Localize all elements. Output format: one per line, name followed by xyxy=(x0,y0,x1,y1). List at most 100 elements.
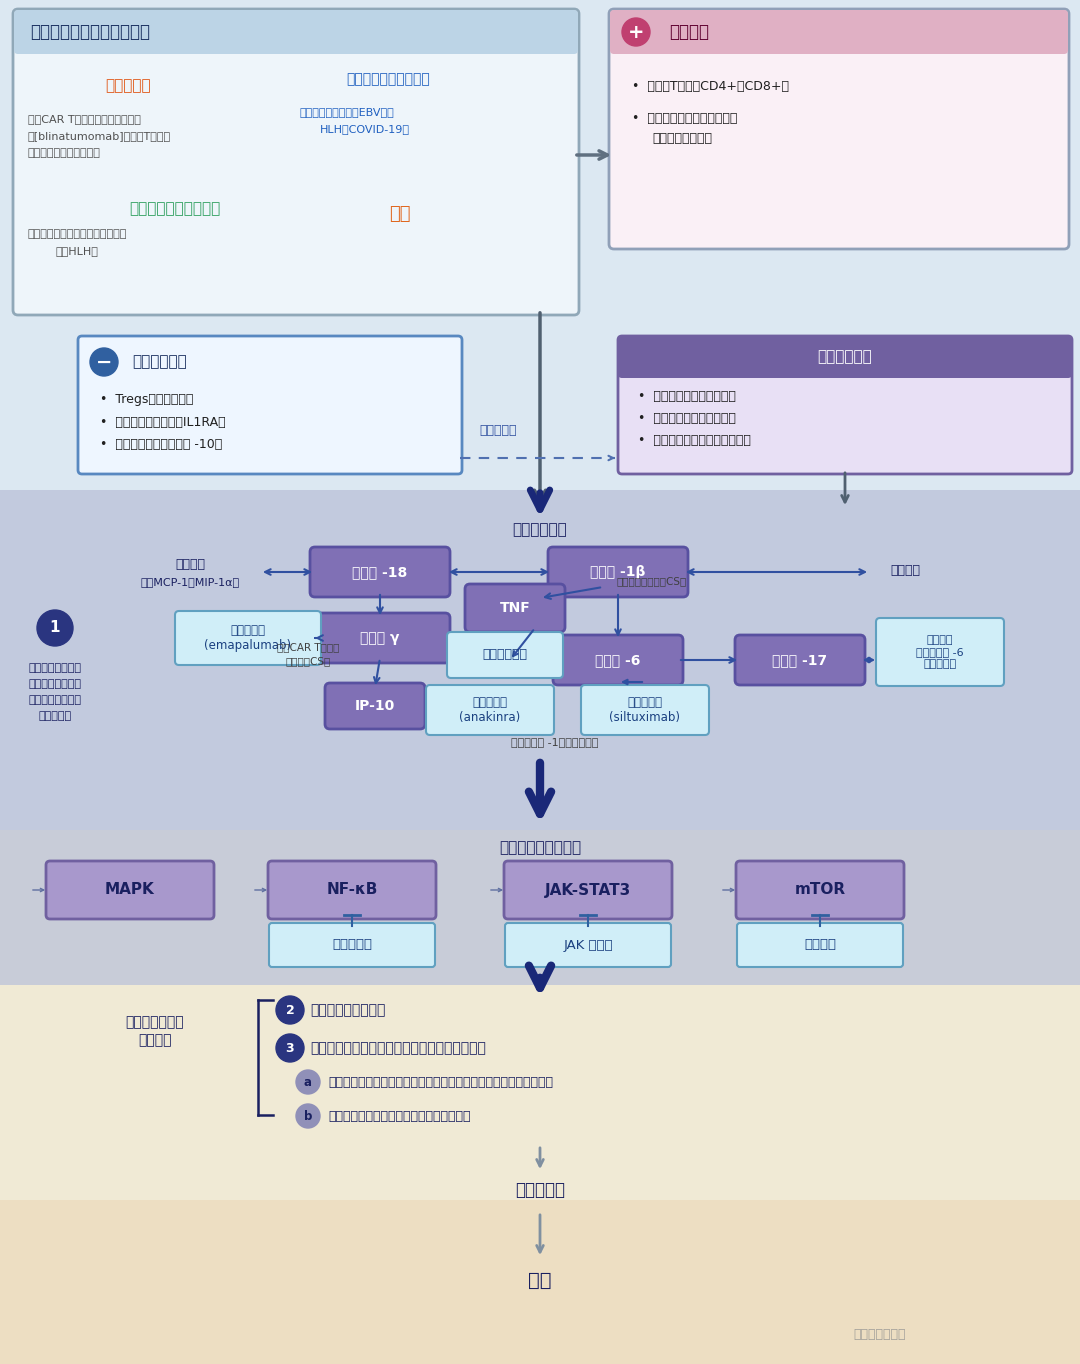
Text: 急性全身性炎症效应: 急性全身性炎症效应 xyxy=(310,1003,386,1018)
FancyBboxPatch shape xyxy=(325,683,426,728)
FancyBboxPatch shape xyxy=(618,336,1072,378)
Text: 死亡: 死亡 xyxy=(528,1270,552,1289)
FancyBboxPatch shape xyxy=(735,636,865,685)
Text: 抗[blinatumomab]、其他T细胞结: 抗[blinatumomab]、其他T细胞结 xyxy=(28,131,171,140)
FancyBboxPatch shape xyxy=(735,861,904,919)
Circle shape xyxy=(37,610,73,647)
Text: 托珠单抗
（抗白介素 -6
受体抗体）: 托珠单抗 （抗白介素 -6 受体抗体） xyxy=(916,636,963,668)
Text: 补体激活: 补体激活 xyxy=(890,563,920,577)
Text: 继发性器官功能障碍（如肝、肾、肺功能障碍）: 继发性器官功能障碍（如肝、肾、肺功能障碍） xyxy=(310,1041,486,1054)
Text: −: − xyxy=(96,352,112,371)
Text: 细胞因子驱动的功能障碍（如果无病原体）: 细胞因子驱动的功能障碍（如果无病原体） xyxy=(328,1109,471,1123)
Text: 单基因病和自身免疫病: 单基因病和自身免疫病 xyxy=(130,202,220,217)
Text: 合免疫疗法、基因疗法）: 合免疫疗法、基因疗法） xyxy=(28,149,100,158)
Text: 胞因子水平过高的: 胞因子水平过高的 xyxy=(28,679,81,689)
Text: +: + xyxy=(627,22,645,41)
Text: 附带损伤: 附带损伤 xyxy=(138,1033,172,1048)
Text: •  不适当的触发或危险感知: • 不适当的触发或危险感知 xyxy=(638,390,735,404)
Text: （抗白介素 -1受体拮抗剂）: （抗白介素 -1受体拮抗剂） xyxy=(511,737,598,747)
Text: mTOR: mTOR xyxy=(795,883,846,898)
Text: •  Tregs、间质干细胞: • Tregs、间质干细胞 xyxy=(100,393,193,406)
Text: IP-10: IP-10 xyxy=(355,698,395,713)
Text: （如CAR T细胞疗: （如CAR T细胞疗 xyxy=(276,642,339,652)
Circle shape xyxy=(622,18,650,46)
Text: 负调节不足: 负调节不足 xyxy=(480,423,516,436)
Text: 病原体诱发的触发因素: 病原体诱发的触发因素 xyxy=(346,72,430,86)
Text: （如细菌性脓毒症、EBV相关: （如细菌性脓毒症、EBV相关 xyxy=(300,106,395,117)
FancyBboxPatch shape xyxy=(447,632,563,678)
Text: 白介素 -18: 白介素 -18 xyxy=(352,565,407,578)
Text: 发性HLH）: 发性HLH） xyxy=(56,246,99,256)
FancyBboxPatch shape xyxy=(876,618,1004,686)
Text: MAPK: MAPK xyxy=(105,883,154,898)
Text: （如自身炎症性疾病、原发性或继: （如自身炎症性疾病、原发性或继 xyxy=(28,229,127,239)
Bar xyxy=(0,490,1080,831)
Text: 3: 3 xyxy=(286,1042,295,1054)
FancyBboxPatch shape xyxy=(78,336,462,475)
Text: （如MCP-1、MIP-1α）: （如MCP-1、MIP-1α） xyxy=(140,577,240,587)
Text: 趋化因子: 趋化因子 xyxy=(175,558,205,572)
FancyBboxPatch shape xyxy=(548,547,688,597)
FancyBboxPatch shape xyxy=(581,685,708,735)
FancyBboxPatch shape xyxy=(505,923,671,967)
Text: 司妥昔单抗
(siltuximab): 司妥昔单抗 (siltuximab) xyxy=(609,696,680,724)
Text: •  先天抗原呈递细胞（巨噬细: • 先天抗原呈递细胞（巨噬细 xyxy=(632,112,738,124)
Circle shape xyxy=(276,996,303,1024)
Bar xyxy=(0,831,1080,985)
FancyBboxPatch shape xyxy=(310,612,450,663)
Text: 胞因子生成: 胞因子生成 xyxy=(39,711,71,722)
Text: 白介素 -1β: 白介素 -1β xyxy=(591,565,646,578)
Text: （如膜毒症诱发的CS）: （如膜毒症诱发的CS） xyxy=(617,576,687,587)
FancyBboxPatch shape xyxy=(504,861,672,919)
FancyBboxPatch shape xyxy=(737,923,903,967)
Text: 阿那白滞素
(anakinra): 阿那白滞素 (anakinra) xyxy=(459,696,521,724)
Text: HLH、COVID-19）: HLH、COVID-19） xyxy=(320,124,410,134)
Text: 西罗莫司: 西罗莫司 xyxy=(804,938,836,952)
FancyBboxPatch shape xyxy=(14,10,578,55)
Text: •  不适当或无效的应答幅度: • 不适当或无效的应答幅度 xyxy=(638,412,735,426)
Text: •  未能消除炎症，未能恢复稳态: • 未能消除炎症，未能恢复稳态 xyxy=(638,435,751,447)
Text: 负性调节因子: 负性调节因子 xyxy=(132,355,187,370)
FancyBboxPatch shape xyxy=(465,584,565,632)
Text: 干扰素 γ: 干扰素 γ xyxy=(361,632,400,645)
Text: JAK 抑制剂: JAK 抑制剂 xyxy=(563,938,612,952)
Text: 英夫利西单抗: 英夫利西单抗 xyxy=(483,648,527,662)
Text: （如CAR T细胞疗法、倍林妥莫双: （如CAR T细胞疗法、倍林妥莫双 xyxy=(28,115,140,124)
FancyBboxPatch shape xyxy=(310,547,450,597)
Bar xyxy=(0,0,1080,490)
Text: 胞、树突状细胞）: 胞、树突状细胞） xyxy=(652,131,712,145)
Text: b: b xyxy=(303,1109,312,1123)
Text: 导致循环系统内细: 导致循环系统内细 xyxy=(28,663,81,672)
Text: 细胞因子风暴: 细胞因子风暴 xyxy=(513,522,567,537)
FancyBboxPatch shape xyxy=(610,10,1068,55)
Text: a: a xyxy=(303,1075,312,1088)
Text: 保姆先生在南非: 保姆先生在南非 xyxy=(854,1329,906,1342)
Text: 依帕伐单抗
(emapalumab): 依帕伐单抗 (emapalumab) xyxy=(204,623,292,652)
Text: 白介素 -17: 白介素 -17 xyxy=(772,653,827,667)
FancyBboxPatch shape xyxy=(175,611,321,666)
Text: 2: 2 xyxy=(285,1004,295,1016)
Circle shape xyxy=(296,1103,320,1128)
FancyBboxPatch shape xyxy=(46,861,214,919)
Circle shape xyxy=(296,1069,320,1094)
FancyBboxPatch shape xyxy=(618,336,1072,475)
Text: 超出对病原体正常应答水平的炎症导致的功能障碍（如果有病原体）: 超出对病原体正常应答水平的炎症导致的功能障碍（如果有病原体） xyxy=(328,1075,553,1088)
Text: 多器官衰竭: 多器官衰竭 xyxy=(515,1181,565,1199)
FancyBboxPatch shape xyxy=(426,685,554,735)
Text: TNF: TNF xyxy=(500,602,530,615)
Text: 病理性、持续性细: 病理性、持续性细 xyxy=(28,696,81,705)
Circle shape xyxy=(90,348,118,376)
Text: 信号通路长时间激活: 信号通路长时间激活 xyxy=(499,840,581,855)
Circle shape xyxy=(276,1034,303,1063)
Text: 驱动细胞: 驱动细胞 xyxy=(669,23,708,41)
Bar xyxy=(0,1200,1080,1364)
Text: 癌症: 癌症 xyxy=(389,205,410,222)
Text: •  抗炎细胞因子（白介素 -10）: • 抗炎细胞因子（白介素 -10） xyxy=(100,438,222,450)
Text: 白介素 -6: 白介素 -6 xyxy=(595,653,640,667)
FancyBboxPatch shape xyxy=(13,10,579,315)
Bar xyxy=(0,985,1080,1364)
Text: 1: 1 xyxy=(50,621,60,636)
Text: 法诱发的CS）: 法诱发的CS） xyxy=(285,656,330,666)
FancyBboxPatch shape xyxy=(609,10,1069,250)
Text: 免疫过度活化: 免疫过度活化 xyxy=(818,349,873,364)
